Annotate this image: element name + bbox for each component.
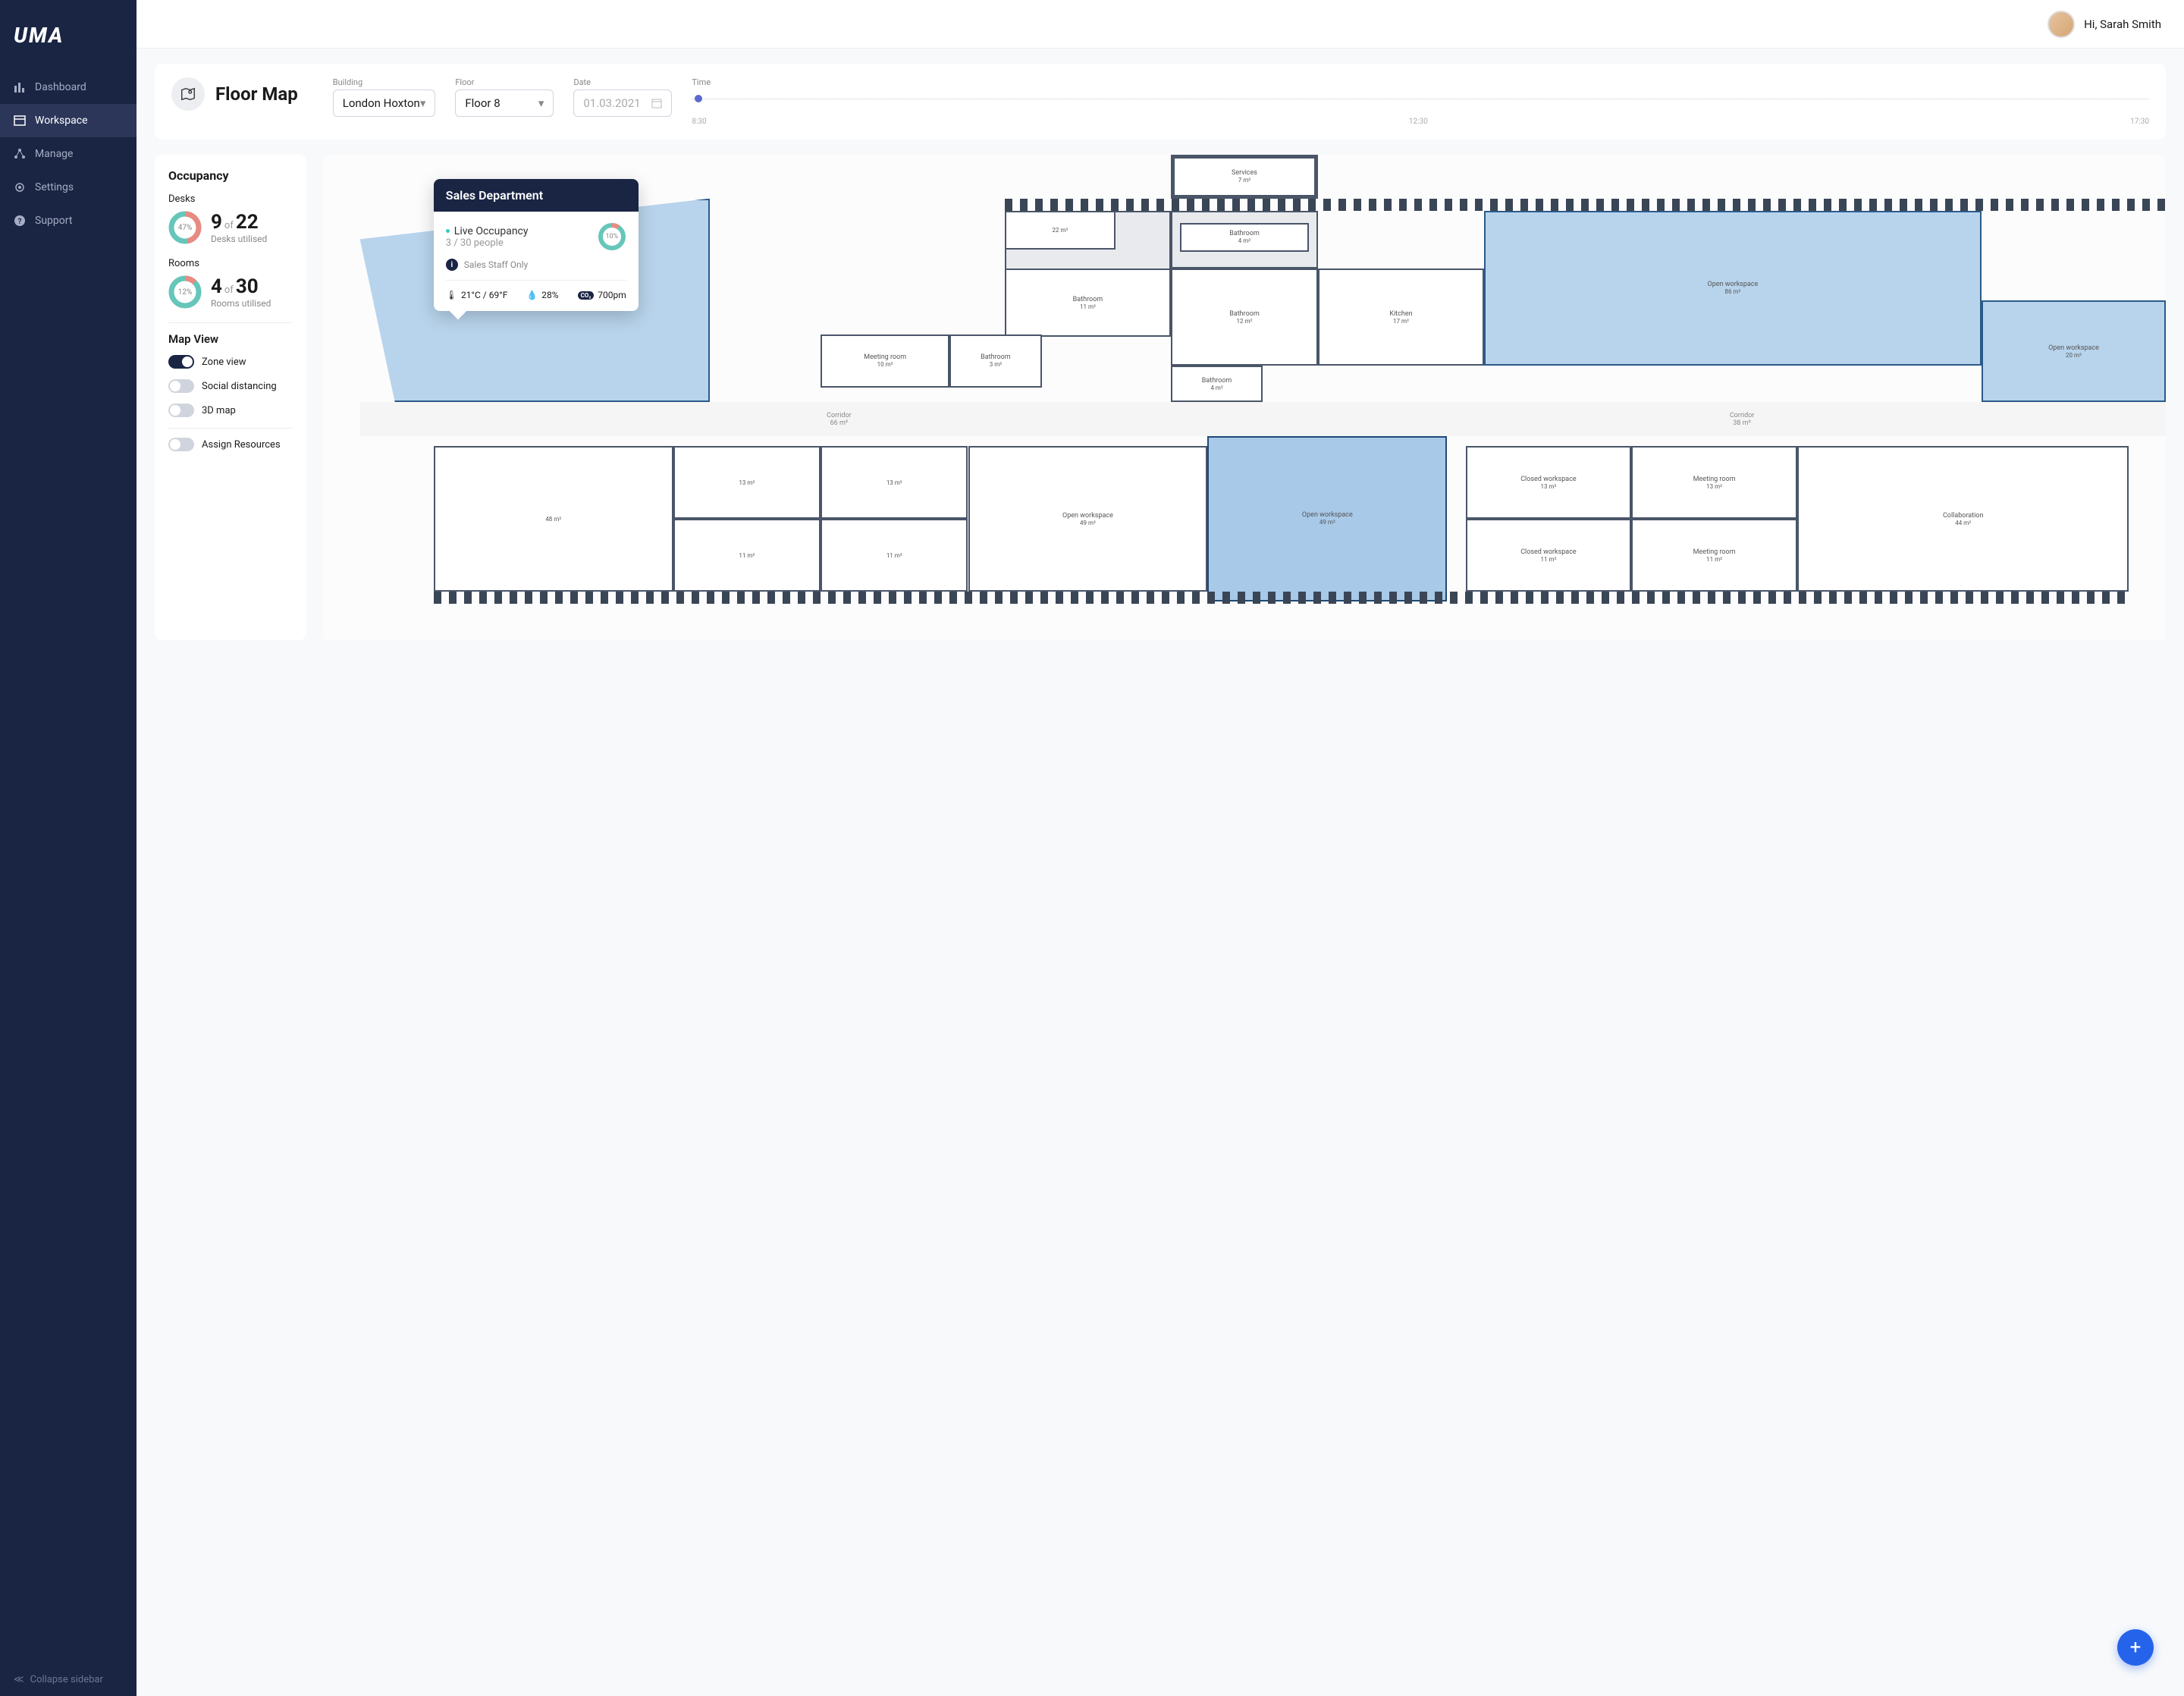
help-icon: ? (14, 215, 26, 227)
add-button[interactable]: + (2117, 1629, 2154, 1666)
user-widget[interactable]: Hi, Sarah Smith (2048, 11, 2161, 38)
room-popup: Sales Department Live Occupancy 3 / 30 p… (434, 179, 639, 311)
room-closed13[interactable]: Closed workspace13 m² (1466, 446, 1632, 519)
room-openws49b[interactable]: Open workspace49 m² (1207, 436, 1447, 601)
nav-manage[interactable]: Manage (0, 137, 136, 171)
collapse-sidebar[interactable]: ≪ Collapse sidebar (0, 1663, 136, 1696)
room-13b[interactable]: 13 m² (821, 446, 968, 519)
nodes-icon (14, 148, 26, 160)
room-11a[interactable]: 11 m² (673, 519, 821, 592)
room-48[interactable]: 48 m² (434, 446, 673, 592)
nav-dashboard[interactable]: Dashboard (0, 71, 136, 104)
chevron-down-icon: ▾ (538, 96, 544, 110)
bars-icon (14, 81, 26, 93)
time-label: Time (692, 77, 2149, 87)
room-11b[interactable]: 11 m² (821, 519, 968, 592)
topbar: Hi, Sarah Smith (136, 0, 2184, 49)
room-openws86[interactable]: Open workspace86 m² (1484, 211, 1982, 366)
toggle-3d-map[interactable]: 3D map (168, 404, 293, 417)
co2-icon: CO₂ (578, 291, 595, 300)
rooms-label: Rooms (168, 258, 293, 269)
occupancy-title: Occupancy (168, 168, 293, 183)
svg-text:?: ? (18, 218, 22, 226)
date-label: Date (573, 77, 672, 87)
time-slider[interactable] (692, 90, 2149, 112)
gear-icon (14, 181, 26, 193)
map-icon (171, 77, 205, 111)
chevron-down-icon: ▾ (420, 96, 426, 110)
desks-donut: 47% (168, 211, 202, 244)
room-meeting11[interactable]: Meeting room11 m² (1631, 519, 1797, 592)
chevron-left-icon: ≪ (14, 1674, 24, 1685)
nav-label: Support (35, 215, 72, 227)
mapview-title: Map View (168, 332, 293, 346)
toggle-assign-resources[interactable]: Assign Resources (168, 438, 293, 451)
nav-label: Dashboard (35, 81, 86, 93)
thermometer-icon: 🌡 (446, 290, 457, 300)
room-collab44[interactable]: Collaboration44 m² (1797, 446, 2129, 592)
info-icon: i (446, 259, 458, 271)
nav-label: Manage (35, 148, 73, 160)
floor-select[interactable]: Floor 8 ▾ (455, 90, 554, 117)
nav-support[interactable]: ? Support (0, 204, 136, 237)
calendar-icon (651, 98, 662, 108)
building-label: Building (333, 77, 436, 87)
nav-workspace[interactable]: Workspace (0, 104, 136, 137)
desks-label: Desks (168, 193, 293, 205)
sidebar: UMA Dashboard Workspace Manage Settings … (0, 0, 136, 1696)
room-openws49a[interactable]: Open workspace49 m² (968, 446, 1208, 592)
date-select[interactable]: 01.03.2021 (573, 90, 672, 117)
brand-logo: UMA (0, 15, 136, 71)
greeting: Hi, Sarah Smith (2084, 17, 2161, 31)
avatar (2048, 11, 2075, 38)
occupancy-panel: Occupancy Desks 47% 9of22 Desks utilised… (155, 155, 306, 640)
plus-icon: + (2130, 1636, 2142, 1659)
controls-card: Floor Map Building London Hoxton ▾ Floor… (155, 64, 2166, 140)
humidity-icon: 💧 (526, 290, 538, 300)
toggle-zone-view[interactable]: Zone view (168, 355, 293, 369)
nav-settings[interactable]: Settings (0, 171, 136, 204)
room-meeting13[interactable]: Meeting room13 m² (1631, 446, 1797, 519)
floor-label: Floor (455, 77, 554, 87)
room-closed11[interactable]: Closed workspace11 m² (1466, 519, 1632, 592)
floor-map[interactable]: Services 7 m² 22 m² Bathroom4 m² (323, 155, 2166, 640)
page-title: Floor Map (215, 83, 298, 105)
nav-label: Settings (35, 181, 74, 193)
popup-title: Sales Department (434, 179, 639, 212)
room-openws20[interactable]: Open workspace20 m² (1982, 300, 2166, 402)
popup-donut: 10% (598, 222, 626, 251)
time-handle[interactable] (695, 95, 702, 102)
rooms-donut: 12% (168, 275, 202, 309)
toggle-social-distancing[interactable]: Social distancing (168, 379, 293, 393)
building-select[interactable]: London Hoxton ▾ (333, 90, 436, 117)
room-13a[interactable]: 13 m² (673, 446, 821, 519)
window-icon (14, 115, 26, 127)
nav-label: Workspace (35, 115, 88, 127)
